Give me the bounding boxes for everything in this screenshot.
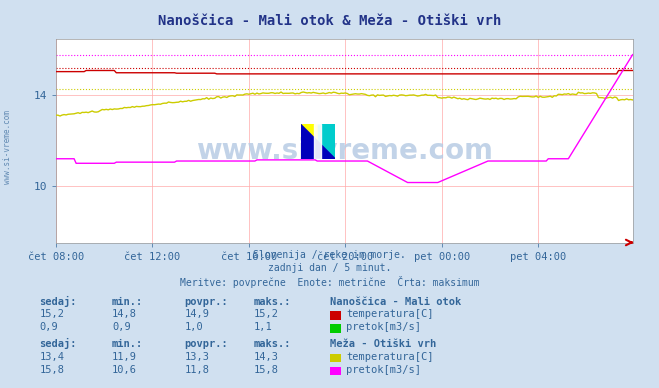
Text: 0,9: 0,9 [112, 322, 130, 332]
Text: Meža - Otiški vrh: Meža - Otiški vrh [330, 339, 436, 349]
Text: 11,9: 11,9 [112, 352, 137, 362]
Text: 14,9: 14,9 [185, 309, 210, 319]
Text: 0,9: 0,9 [40, 322, 58, 332]
Bar [301, 124, 318, 159]
Text: 15,8: 15,8 [254, 365, 279, 375]
Text: Slovenija / reke in morje.: Slovenija / reke in morje. [253, 250, 406, 260]
Text: 10,6: 10,6 [112, 365, 137, 375]
Text: sedaj:: sedaj: [40, 338, 77, 349]
Text: www.si-vreme.com: www.si-vreme.com [3, 111, 13, 184]
Text: Meritve: povprečne  Enote: metrične  Črta: maksimum: Meritve: povprečne Enote: metrične Črta:… [180, 276, 479, 288]
Text: zadnji dan / 5 minut.: zadnji dan / 5 minut. [268, 263, 391, 273]
Text: min.:: min.: [112, 296, 143, 307]
Text: 11,8: 11,8 [185, 365, 210, 375]
Text: 15,8: 15,8 [40, 365, 65, 375]
Text: pretok[m3/s]: pretok[m3/s] [346, 322, 421, 332]
Text: 13,3: 13,3 [185, 352, 210, 362]
Text: 15,2: 15,2 [254, 309, 279, 319]
Text: povpr.:: povpr.: [185, 339, 228, 349]
Bar [318, 124, 335, 159]
Text: sedaj:: sedaj: [40, 296, 77, 307]
Text: 15,2: 15,2 [40, 309, 65, 319]
Polygon shape [301, 124, 335, 159]
Text: 14,3: 14,3 [254, 352, 279, 362]
Text: Nanoščica - Mali otok: Nanoščica - Mali otok [330, 296, 461, 307]
Text: temperatura[C]: temperatura[C] [346, 309, 434, 319]
Text: povpr.:: povpr.: [185, 296, 228, 307]
Text: 1,0: 1,0 [185, 322, 203, 332]
Polygon shape [314, 124, 322, 159]
Text: 13,4: 13,4 [40, 352, 65, 362]
Text: maks.:: maks.: [254, 296, 291, 307]
Text: 1,1: 1,1 [254, 322, 272, 332]
Text: Nanoščica - Mali otok & Meža - Otiški vrh: Nanoščica - Mali otok & Meža - Otiški vr… [158, 14, 501, 28]
Text: maks.:: maks.: [254, 339, 291, 349]
Text: min.:: min.: [112, 339, 143, 349]
Text: 14,8: 14,8 [112, 309, 137, 319]
Text: pretok[m3/s]: pretok[m3/s] [346, 365, 421, 375]
Text: www.si-vreme.com: www.si-vreme.com [196, 137, 493, 165]
Text: temperatura[C]: temperatura[C] [346, 352, 434, 362]
